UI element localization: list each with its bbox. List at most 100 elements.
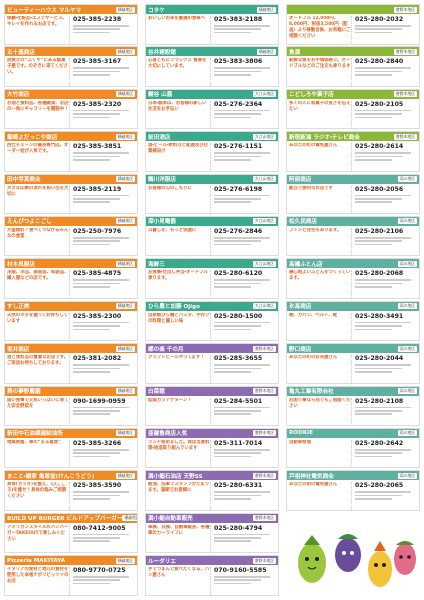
detail-line	[73, 406, 129, 409]
shop-info: 025-250-7976	[69, 227, 135, 256]
shop-name: こどしろや菓子店	[289, 92, 334, 99]
phone-number: 025-280-2105	[355, 100, 404, 108]
detail-line	[214, 540, 252, 543]
shop-header: 満小鮨自動車販売 曽野木地区	[146, 513, 278, 523]
detail-lines	[214, 194, 276, 203]
shop-body: 炭焼きの“ふくや”にある駄菓子屋です。のぞきに来てください。 025-385-31…	[5, 56, 137, 88]
area-tag: 横越地区	[256, 6, 276, 13]
shop-entry: 松久民商店 両川地区 フトンと住宅もあります。 025-280-2106	[286, 215, 420, 257]
area-tag: 曽野木地区	[253, 430, 276, 437]
detail-line	[73, 413, 111, 415]
detail-line	[355, 452, 402, 454]
shop-info: 025-280-6120	[210, 270, 276, 299]
detail-line	[73, 243, 111, 246]
shop-body: イタリアの食材と地元の食材を使用した本格ナポリピッツァのお店 080-9770-0…	[5, 565, 137, 597]
shop-description: イタリアの食材と地元の食材を使用した本格ナポリピッツァのお店	[7, 567, 69, 585]
area-tag: 両川地区	[397, 176, 417, 183]
area-tag: 両川地区	[397, 303, 417, 310]
shop-description: 自家製ひら麺とパスタ、手作りの料理と優しい味	[148, 312, 210, 324]
detail-line	[73, 367, 120, 370]
detail-line	[355, 243, 393, 246]
detail-line	[214, 286, 252, 288]
phone-number: 025-284-5501	[214, 397, 263, 405]
shop-name: 篠崎よだっこや商店	[7, 134, 58, 141]
shop-entry: ビューティーハウス マルヤマ 横越地区 体験・化粧品・エステサービス、キレイを作れる…	[4, 4, 138, 45]
detail-lines	[214, 321, 276, 331]
shop-name: 前田酒店	[148, 134, 171, 141]
shop-info: 025-276-6198	[210, 185, 276, 214]
shop-header: 五十嵐商店 横越地区	[5, 47, 137, 57]
shop-info: 025-280-2840	[351, 58, 417, 87]
shop-body: 大盛無料！食べてつながるみんなの食堂 025-250-7976	[5, 226, 137, 258]
shop-header: 鍵谷 山嘉 大江山地区	[146, 89, 278, 99]
shop-header: 葵の夢野農園 横越地区	[5, 386, 137, 396]
shop-entry: 新田中石油横越給油所 横越地区 地域密着、車の“まる着度” 025-385-3266	[4, 427, 138, 469]
shop-entry: 海鮮三 大江山地区 お食事・仕出し弁当・オードブル承ります。 025-280-6120	[145, 258, 279, 299]
shop-body: 天然のネタを握ってお待ちしています 025-385-2300	[5, 311, 137, 343]
shop-header: ひら農と加藤 Ojigo 大江山地区	[146, 301, 278, 311]
shop-description: おいしいお米を厳選の食卓へ	[148, 16, 206, 21]
detail-line	[355, 152, 411, 154]
shop-info: 025-385-2238	[69, 16, 135, 44]
shop-description: 新鮮な魚をお手頃価格で。オードブルなどのご注文も承ります	[289, 58, 351, 70]
detail-line	[73, 109, 129, 112]
phone-number: 025-385-3851	[73, 143, 122, 151]
shop-description: あなたの町の電気屋さん	[289, 143, 338, 149]
phone-number: 025-280-6331	[214, 482, 263, 490]
shop-description: アメリカンスタイルのハンバーガーTAKEOUTで楽しみください	[7, 524, 69, 542]
detail-line	[73, 74, 111, 76]
detail-line	[73, 67, 129, 69]
shop-description: 低価カラアゲターン！	[148, 397, 192, 403]
detail-line	[214, 31, 252, 34]
detail-line	[355, 367, 402, 370]
detail-line	[73, 201, 111, 203]
shop-name: 阿部商店	[289, 177, 312, 184]
detail-lines	[73, 236, 135, 246]
detail-line	[73, 494, 120, 497]
detail-line	[214, 328, 252, 331]
detail-lines	[73, 406, 135, 415]
detail-lines	[73, 533, 135, 543]
shop-entry: 大竹商店 横越地区 お酒と食料品、各種雑貨、お店の一角にギャラリーを開設中！ 025-…	[4, 88, 138, 130]
detail-line	[73, 448, 129, 451]
shop-entry: 満小鮨石油店 天野SS 曽野木地区 給油、洗車でスタンプがたまります。満期でお客様に…	[145, 470, 279, 511]
shop-description: お困り事なら何でもご相談ください	[289, 397, 351, 409]
detail-line	[214, 25, 270, 27]
detail-lines	[214, 533, 276, 543]
shop-header: 阿部商店 両川地区	[287, 174, 419, 184]
detail-lines	[355, 491, 417, 500]
shop-body: 心身ともにリラックス 寛楽を大切にしています。 025-383-3806	[146, 56, 278, 88]
shop-header: 坂井商店 横越地区	[5, 344, 137, 354]
shop-name: 谷井建設館	[148, 49, 176, 56]
column: 曽野木地区 オードブル 12,000円、8,000円、税抜3,500円（配送）より…	[286, 4, 420, 513]
phone-number: 070-9160-5585	[214, 567, 267, 575]
detail-line	[73, 370, 111, 373]
shop-header: 谷井建設館 横越地区	[146, 47, 278, 57]
shop-info: 025-280-3491	[351, 312, 417, 341]
shop-description: 大きな印刷の流れを祝い出を大切に	[7, 185, 69, 197]
shop-description: 日暮しを、もっと快適に	[148, 227, 197, 233]
detail-line	[73, 537, 120, 539]
shop-name: ビューティーハウス マルヤマ	[7, 7, 82, 14]
detail-lines	[73, 364, 135, 373]
shop-header: 高橋ふとん店 両川地区	[287, 259, 419, 269]
detail-line	[73, 364, 129, 366]
shop-header: BUILD UP BURGER ビルドアップバーガー横越地区	[5, 513, 137, 523]
shop-body: 車検、点検、自動車販売、各種車のカーライフに 025-280-4794	[146, 523, 278, 555]
shop-entry: 田中写真商会 横越地区 大きな印刷の流れを祝い出を大切に 025-385-2119	[4, 173, 138, 215]
area-tag: 曽野木地区	[253, 345, 276, 352]
detail-lines	[73, 448, 135, 458]
shop-name: 高橋ふとん店	[289, 261, 323, 268]
area-tag: 大江山地区	[253, 218, 276, 225]
detail-line	[355, 286, 393, 288]
shop-info: 025-383-3806	[210, 58, 276, 87]
detail-line	[73, 409, 120, 412]
detail-line	[214, 576, 270, 578]
column: コタケ 横越地区 おいしいお米を厳選の食卓へ 025-383-2188 谷井建設館 横越地…	[145, 4, 279, 597]
area-tag: 横越地区	[115, 6, 135, 13]
detail-line	[355, 70, 402, 73]
shop-info: 025-280-6331	[210, 482, 276, 511]
shop-header: 深小見電器 大江山地区	[146, 216, 278, 226]
shop-info: 025-280-2105	[351, 100, 417, 129]
shop-header: 郷の楽 千の月 曽野木地区	[146, 344, 278, 354]
